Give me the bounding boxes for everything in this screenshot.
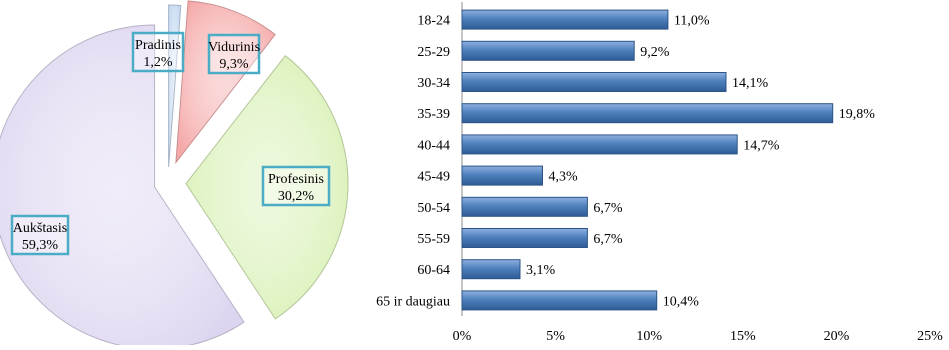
pie-label-value: 30,2% xyxy=(278,189,315,204)
category-label: 35-39 xyxy=(417,107,450,122)
x-tick-label: 20% xyxy=(824,329,850,344)
category-label: 25-29 xyxy=(417,45,450,60)
pie-label-vidurinis: Vidurinis 9,3% xyxy=(207,33,261,75)
bar-value-label: 11,0% xyxy=(674,14,710,29)
pie-label-auk-tasis: Aukštasis 59,3% xyxy=(10,214,70,256)
pie-label-category: Aukštasis xyxy=(13,221,67,236)
pie-label-category: Pradinis xyxy=(135,38,181,53)
pie-slice-edge-pradinis xyxy=(168,4,182,168)
pie-slice-shade-auk-tasis xyxy=(0,25,244,350)
pie-label-value: 9,3% xyxy=(219,57,249,72)
category-label: 55-59 xyxy=(417,232,450,247)
category-label: 50-54 xyxy=(417,201,450,216)
bar-60-64 xyxy=(461,259,521,280)
pie-label-category: Vidurinis xyxy=(208,40,260,55)
x-tick-label: 25% xyxy=(917,329,943,344)
bar-value-label: 14,1% xyxy=(732,76,769,91)
pie-slice-edge-profesinis xyxy=(185,54,349,320)
x-tick-label: 10% xyxy=(636,329,662,344)
pie-label-value: 1,2% xyxy=(143,55,173,70)
category-label: 60-64 xyxy=(417,263,450,278)
bar-18-24 xyxy=(461,9,669,30)
bar-value-label: 4,3% xyxy=(549,170,579,185)
category-label: 30-34 xyxy=(417,76,450,91)
pie-label-value: 59,3% xyxy=(22,238,59,253)
pie-chart: Pradinis 1,2% Vidurinis 9,3% Profesinis 30,2%… xyxy=(0,0,349,350)
bar-65-ir-daugiau xyxy=(461,290,658,311)
pie-slice-shade-vidurinis xyxy=(175,0,276,163)
bar-40-44 xyxy=(461,134,738,155)
pie-label-box xyxy=(261,165,331,207)
pie-label-pradinis: Pradinis 1,2% xyxy=(131,31,185,73)
bar-value-label: 19,8% xyxy=(839,107,876,122)
pie-label-category: Profesinis xyxy=(268,172,324,187)
pie-slice-shade-profesinis xyxy=(185,55,348,319)
bar-value-label: 6,7% xyxy=(593,232,623,247)
category-label: 18-24 xyxy=(417,14,450,29)
bar-50-54 xyxy=(461,196,588,217)
bar-30-34 xyxy=(461,72,727,92)
bar-45-49 xyxy=(461,165,543,186)
bar-35-39 xyxy=(461,103,834,124)
category-label: 65 ir daugiau xyxy=(376,294,450,309)
x-tick-label: 15% xyxy=(730,329,756,344)
pie-label-profesinis: Profesinis 30,2% xyxy=(261,165,331,207)
category-label: 40-44 xyxy=(417,138,450,153)
pie-label-box xyxy=(10,214,70,256)
pie-label-box xyxy=(131,31,185,73)
bar-value-label: 14,7% xyxy=(743,138,780,153)
bar-chart: 18-24 11,0% 25-29 9,2% 30-34 14,1% 35-39 19,8% 4… xyxy=(376,2,943,344)
bar-value-label: 10,4% xyxy=(663,294,700,309)
bar-value-label: 3,1% xyxy=(526,263,556,278)
pie-label-box xyxy=(207,33,261,75)
x-tick-label: 5% xyxy=(546,329,565,344)
bar-value-label: 9,2% xyxy=(640,45,670,60)
bar-25-29 xyxy=(461,40,635,61)
x-tick-label: 0% xyxy=(453,329,472,344)
pie-slice-edge-vidurinis xyxy=(175,0,276,165)
bar-value-label: 6,7% xyxy=(593,201,623,216)
category-label: 45-49 xyxy=(417,170,450,185)
bar-55-59 xyxy=(461,228,588,248)
